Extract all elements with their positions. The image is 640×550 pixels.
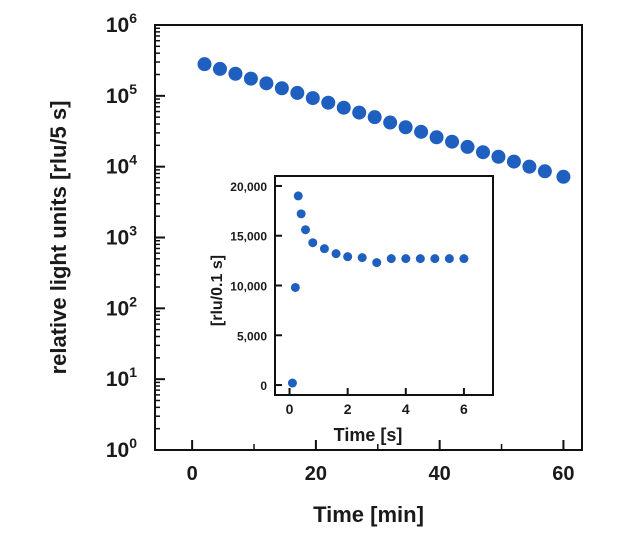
main-data-point (259, 76, 274, 91)
inset-x-axis-label: Time [s] (334, 425, 403, 445)
main-data-point (556, 169, 571, 184)
y-tick-label: 106 (106, 10, 137, 37)
main-data-point (197, 57, 212, 72)
x-tick-label: 60 (552, 463, 574, 485)
inset-data-point (444, 254, 454, 264)
inset-plot-frame (274, 175, 494, 396)
y-tick-label: 105 (106, 81, 137, 108)
y-tick-label-base: 10 (106, 368, 129, 391)
x-tick-label: 40 (429, 463, 451, 485)
inset-y-tick-label: 15,000 (230, 230, 267, 244)
main-data-point (243, 71, 258, 86)
inset-data-point (290, 282, 300, 292)
y-tick-label-exponent: 5 (129, 81, 137, 97)
inset-x-tick-label: 4 (402, 401, 410, 417)
y-tick-label-base: 10 (106, 439, 129, 462)
y-tick-label-exponent: 2 (129, 293, 137, 309)
y-tick-label: 100 (106, 435, 137, 462)
inset-data-point (386, 254, 396, 264)
inset-data-point (301, 225, 311, 235)
main-data-point (336, 100, 351, 115)
y-axis-label: relative light units [rlu/5 s] (46, 101, 71, 375)
inset-data-point (343, 252, 353, 262)
x-tick-label: 0 (187, 463, 198, 485)
main-data-point (305, 91, 320, 106)
inset-data-point (459, 254, 469, 264)
main-data-point (429, 130, 444, 145)
main-data-point (274, 81, 289, 96)
main-data-point (475, 145, 490, 160)
main-data-point (352, 105, 367, 120)
main-data-point (491, 149, 506, 164)
inset-x-tick-label: 0 (286, 401, 294, 417)
y-tick-label-base: 10 (106, 85, 129, 108)
y-tick-label-exponent: 4 (129, 152, 137, 168)
main-data-point (445, 134, 460, 149)
y-tick-label: 104 (106, 152, 137, 179)
inset-data-point (308, 238, 318, 248)
y-tick-label-base: 10 (106, 156, 129, 179)
y-tick-label: 103 (106, 223, 137, 250)
inset-y-tick-label: 10,000 (230, 280, 267, 294)
inset-data-point (319, 244, 329, 254)
inset-data-point (293, 191, 303, 201)
main-data-point (290, 85, 305, 100)
inset-y-tick-label: 0 (260, 379, 267, 393)
y-tick-label-exponent: 3 (129, 223, 137, 239)
main-data-point (321, 95, 336, 110)
main-data-point (522, 159, 537, 174)
y-tick-label: 101 (106, 364, 137, 391)
inset-y-axis-label: [rlu/0.1 s] (209, 255, 226, 326)
inset-data-point (372, 258, 382, 268)
main-data-point (212, 61, 227, 76)
main-data-point (383, 115, 398, 130)
main-data-point (537, 164, 552, 179)
y-tick-label-base: 10 (106, 14, 129, 37)
y-tick-label-base: 10 (106, 297, 129, 320)
y-tick-label-exponent: 6 (129, 10, 137, 26)
inset-data-point (415, 254, 425, 264)
main-data-point (228, 66, 243, 81)
y-tick-label-exponent: 1 (129, 364, 137, 380)
main-data-point (506, 154, 521, 169)
main-data-point (398, 120, 413, 135)
main-data-point (414, 124, 429, 139)
main-data-point (367, 110, 382, 125)
inset-y-tick-label: 5,000 (237, 329, 267, 343)
inset-data-point (331, 249, 341, 259)
inset-data-point (357, 253, 367, 263)
y-tick-label-exponent: 0 (129, 435, 137, 451)
inset-x-tick-label: 2 (344, 401, 352, 417)
x-axis-label: Time [min] (313, 502, 424, 527)
inset-y-tick-label: 20,000 (230, 180, 267, 194)
inset-data-point (401, 254, 411, 264)
x-tick-label: 20 (305, 463, 327, 485)
inset-data-point (296, 209, 306, 219)
inset-x-tick-label: 6 (460, 401, 468, 417)
main-data-point (460, 139, 475, 154)
inset-plot: 0 5,000 10,000 15,000 20,000 0 2 4 6 Time [s] [rlu… (209, 175, 494, 445)
inset-data-point (287, 378, 297, 388)
inset-data-point (430, 254, 440, 264)
y-tick-label: 102 (106, 293, 137, 320)
y-tick-label-base: 10 (106, 227, 129, 250)
